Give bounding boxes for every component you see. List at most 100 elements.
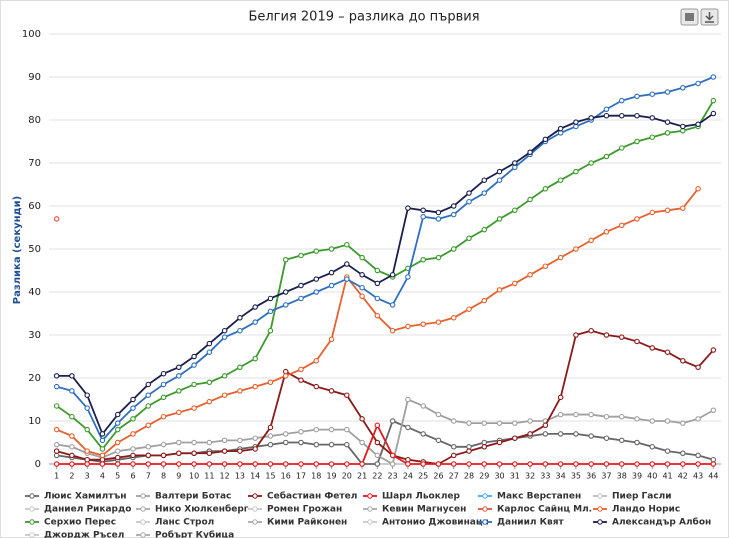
data-point xyxy=(695,416,701,422)
legend-label: Ланс Строл xyxy=(155,518,214,528)
data-point xyxy=(588,327,594,334)
data-point xyxy=(618,334,625,340)
data-point xyxy=(557,177,564,183)
data-point xyxy=(53,426,60,433)
x-tick-label: 17 xyxy=(296,472,306,481)
y-tick-label: 70 xyxy=(28,158,41,169)
data-point xyxy=(389,272,396,278)
data-point xyxy=(344,461,350,467)
print-button[interactable] xyxy=(680,8,699,26)
y-tick-label: 10 xyxy=(28,416,41,427)
y-tick-label: 40 xyxy=(28,287,41,298)
data-point xyxy=(649,444,656,450)
data-point xyxy=(710,461,717,467)
data-point xyxy=(680,461,686,467)
data-point xyxy=(664,207,671,214)
data-point xyxy=(496,439,503,446)
data-point xyxy=(206,340,213,347)
data-point xyxy=(145,403,152,409)
data-point xyxy=(435,319,442,325)
x-tick-label: 23 xyxy=(388,472,398,481)
data-point xyxy=(252,435,258,441)
data-point xyxy=(603,461,610,467)
chart-title: Белгия 2019 – разлика до първия xyxy=(248,10,479,25)
data-point xyxy=(466,306,472,312)
legend-marker xyxy=(140,519,146,525)
data-point xyxy=(328,426,335,433)
x-tick-label: 33 xyxy=(540,472,550,481)
data-point xyxy=(435,411,442,418)
data-point xyxy=(557,130,564,136)
y-tick-label: 0 xyxy=(35,459,41,470)
legend-marker xyxy=(597,519,603,525)
data-point xyxy=(99,437,106,444)
data-point xyxy=(130,446,136,452)
data-point xyxy=(252,355,258,362)
legend-marker xyxy=(140,493,146,499)
data-point xyxy=(282,461,289,467)
data-point xyxy=(450,203,457,209)
x-tick-label: 29 xyxy=(479,472,489,481)
legend-marker xyxy=(29,506,35,512)
legend-marker xyxy=(482,519,488,525)
data-point xyxy=(573,246,579,252)
data-point xyxy=(695,80,701,87)
data-point xyxy=(328,282,335,289)
data-point xyxy=(160,394,167,401)
data-point xyxy=(191,450,197,456)
data-point xyxy=(389,452,396,459)
data-point xyxy=(481,439,488,446)
x-tick-label: 27 xyxy=(449,472,459,481)
data-point xyxy=(405,456,411,463)
data-point xyxy=(206,398,213,405)
data-point xyxy=(664,349,671,355)
export-button[interactable] xyxy=(700,8,719,26)
legend-label: Даниел Рикардо xyxy=(44,505,131,515)
data-point xyxy=(634,138,640,145)
legend-marker xyxy=(482,493,488,499)
data-point xyxy=(221,448,228,454)
x-tick-label: 10 xyxy=(189,472,199,481)
data-point xyxy=(405,274,411,280)
data-point xyxy=(237,327,243,334)
data-point xyxy=(680,123,686,130)
data-point xyxy=(649,418,656,424)
data-point xyxy=(618,222,625,229)
data-point xyxy=(680,420,686,426)
data-point xyxy=(603,106,610,113)
legend-label: Макс Верстапен xyxy=(497,492,581,502)
data-point xyxy=(405,424,411,431)
x-tick-label: 40 xyxy=(647,472,657,481)
data-point xyxy=(313,461,320,467)
data-point xyxy=(313,441,320,448)
legend-label: Ромен Грожан xyxy=(267,505,342,515)
data-point xyxy=(267,424,274,431)
data-point xyxy=(298,428,304,435)
data-point xyxy=(99,461,106,467)
legend-label: Ландо Норис xyxy=(612,505,680,515)
data-point xyxy=(435,461,442,467)
legend-marker xyxy=(29,519,35,525)
data-point xyxy=(435,209,442,216)
y-tick-label: 60 xyxy=(28,201,41,212)
data-point xyxy=(634,216,640,222)
x-tick-label: 12 xyxy=(220,472,230,481)
legend-marker xyxy=(29,532,35,538)
data-point xyxy=(176,461,182,467)
data-point xyxy=(680,205,686,211)
data-point xyxy=(191,353,197,360)
data-point xyxy=(313,426,320,433)
data-point xyxy=(69,433,75,439)
data-point xyxy=(389,461,396,467)
data-point xyxy=(573,431,579,437)
x-tick-label: 34 xyxy=(556,472,566,481)
legend-marker xyxy=(482,506,488,512)
data-point xyxy=(450,461,457,467)
y-tick-label: 90 xyxy=(28,72,41,83)
data-point xyxy=(114,448,121,454)
data-point xyxy=(649,209,656,216)
x-tick-label: 19 xyxy=(326,472,336,481)
legend-label: Даниил Квят xyxy=(497,518,564,528)
data-point xyxy=(298,366,304,373)
